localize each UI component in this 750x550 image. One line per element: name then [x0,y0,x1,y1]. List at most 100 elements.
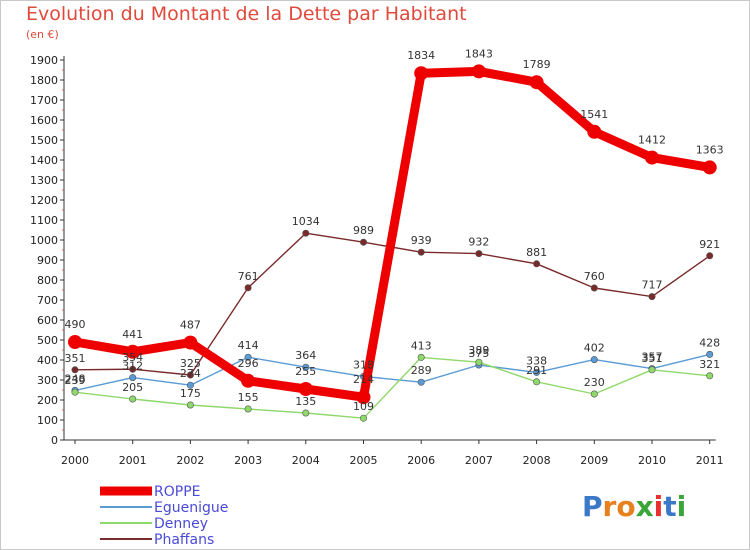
y-tick-label: 600 [37,314,58,327]
data-label-denney: 205 [122,381,143,394]
data-point-eguenigue [129,374,137,382]
data-point-phaffans [706,252,714,260]
data-point-phaffans [417,248,425,256]
y-tick-label: 1700 [30,94,58,107]
y-tick-label: 400 [37,354,58,367]
data-label-eguenigue: 248 [65,372,86,385]
data-point-roppe [702,160,717,175]
x-tick-label: 2002 [176,454,204,467]
data-point-denney [244,405,252,413]
y-tick-label: 1800 [30,74,58,87]
data-label-phaffans: 351 [65,352,86,365]
data-label-roppe: 1843 [465,47,493,60]
data-label-phaffans: 989 [353,224,374,237]
logo-letter: r [602,490,617,523]
data-point-roppe [298,382,313,396]
data-label-phaffans: 1034 [292,215,320,228]
data-point-phaffans [590,284,598,292]
y-tick-label: 0 [51,434,58,447]
data-label-roppe: 487 [180,319,201,332]
data-label-denney: 413 [411,339,432,352]
data-label-phaffans: 325 [180,357,201,370]
data-label-roppe: 296 [238,357,259,370]
data-point-denney [590,390,598,398]
data-label-denney: 389 [468,344,489,357]
data-point-denney [129,395,137,403]
y-tick-label: 1900 [30,54,58,67]
data-label-phaffans: 881 [526,246,547,259]
data-point-phaffans [648,293,656,301]
logo-letter: x [635,490,654,523]
data-label-eguenigue: 428 [699,336,720,349]
y-tick-label: 500 [37,334,58,347]
x-tick-label: 2011 [696,454,724,467]
data-label-roppe: 255 [295,365,316,378]
x-tick-label: 2000 [61,454,89,467]
y-tick-label: 1500 [30,134,58,147]
series-line-roppe [74,66,711,402]
data-label-denney: 230 [584,376,605,389]
data-label-roppe: 214 [353,373,374,386]
data-point-phaffans [533,260,541,268]
data-point-phaffans [244,284,252,292]
data-point-phaffans [475,250,483,258]
data-point-eguenigue [244,353,252,361]
proxiti-logo: Proxiti [582,490,686,523]
data-label-eguenigue: 274 [180,367,201,380]
data-label-eguenigue: 338 [526,354,547,367]
data-point-roppe [125,344,140,359]
data-label-phaffans: 761 [238,270,259,283]
x-tick-label: 2004 [292,454,320,467]
legend-label-phaffans: Phaffans [154,532,214,548]
data-point-phaffans [359,238,367,246]
logo-letter: i [653,490,664,523]
y-tick-label: 700 [37,294,58,307]
y-tick-label: 1000 [30,234,58,247]
data-point-denney [186,401,194,409]
data-label-denney: 109 [353,400,374,413]
data-label-denney: 155 [238,391,259,404]
data-label-denney: 321 [699,358,720,371]
data-label-phaffans: 760 [584,270,605,283]
data-point-eguenigue [706,350,714,358]
data-point-denney [533,378,541,386]
data-label-eguenigue: 318 [353,358,374,371]
x-tick-label: 2010 [638,454,666,467]
data-label-eguenigue: 375 [468,347,489,360]
data-point-denney [648,366,656,374]
data-point-denney [71,388,79,396]
y-tick-label: 300 [37,374,58,387]
data-point-phaffans [186,371,194,379]
series-line-denney [74,356,710,419]
y-tick-label: 1600 [30,114,58,127]
y-tick-label: 800 [37,274,58,287]
data-label-eguenigue: 402 [584,342,605,355]
logo-letter: P [582,490,603,523]
series-line-eguenigue [74,353,710,392]
data-point-denney [417,353,425,361]
legend-label-roppe: ROPPE [154,484,200,500]
logo-letter: o [616,490,636,523]
y-tick-label: 100 [37,414,58,427]
data-point-roppe [68,335,82,349]
data-point-roppe [645,150,659,165]
data-label-eguenigue: 364 [295,349,316,362]
y-tick-label: 1200 [30,194,58,207]
data-point-eguenigue [302,363,310,371]
data-point-roppe [587,124,602,139]
data-point-eguenigue [590,356,598,364]
y-tick-label: 1400 [30,154,58,167]
y-tick-label: 200 [37,394,58,407]
data-label-denney: 135 [295,395,316,408]
x-tick-label: 2005 [350,454,378,467]
data-label-phaffans: 717 [642,279,663,292]
data-label-roppe: 1834 [407,49,435,62]
data-point-denney [475,358,483,366]
data-point-denney [302,409,310,417]
data-label-roppe: 1412 [638,134,666,147]
data-label-denney: 239 [65,374,86,387]
data-point-eguenigue [533,368,541,376]
x-tick-label: 2003 [234,454,262,467]
logo-letter: t [663,490,677,523]
